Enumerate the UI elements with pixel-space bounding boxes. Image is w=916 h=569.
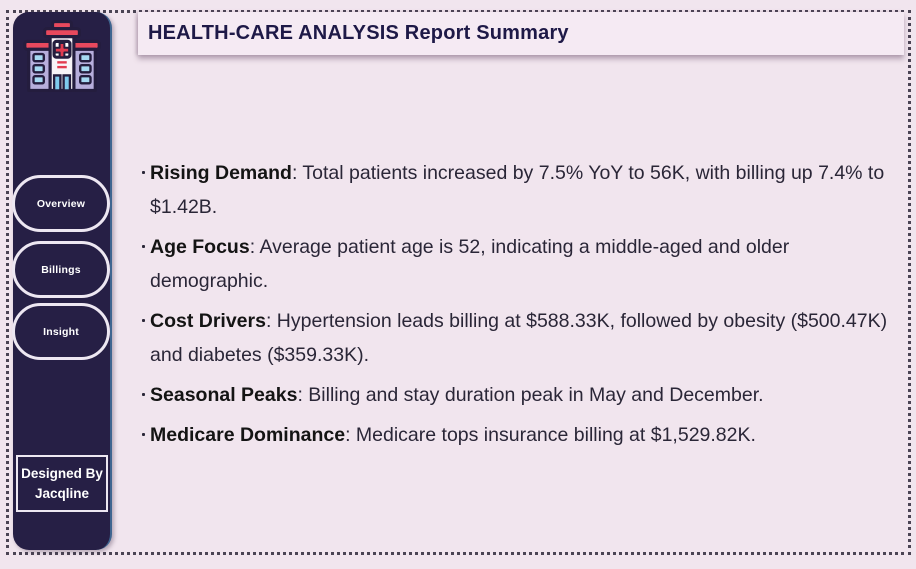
logo bbox=[13, 20, 110, 96]
summary-text: : Average patient age is 52, indicating … bbox=[150, 236, 790, 292]
summary-item-medicare-dominance: Medicare Dominance: Medicare tops insura… bbox=[142, 418, 906, 452]
summary-item-age-focus: Age Focus: Average patient age is 52, in… bbox=[142, 230, 906, 298]
summary-text: : Hypertension leads billing at $588.33K… bbox=[150, 310, 888, 366]
summary-text: : Billing and stay duration peak in May … bbox=[297, 384, 764, 406]
sidebar-item-overview[interactable]: Overview bbox=[12, 175, 110, 232]
summary-list: Rising Demand: Total patients increased … bbox=[142, 156, 906, 452]
sidebar: Overview Billings Insight Designed By Ja… bbox=[12, 12, 112, 550]
summary-item-cost-drivers: Cost Drivers: Hypertension leads billing… bbox=[142, 304, 906, 372]
sidebar-item-billings[interactable]: Billings bbox=[12, 241, 110, 298]
sidebar-item-label: Billings bbox=[41, 263, 81, 276]
sidebar-item-label: Insight bbox=[43, 325, 79, 338]
summary-term: Cost Drivers bbox=[150, 310, 266, 332]
summary-term: Rising Demand bbox=[150, 162, 292, 184]
summary-item-rising-demand: Rising Demand: Total patients increased … bbox=[142, 156, 906, 224]
designer-credit: Designed By Jacqline bbox=[16, 455, 108, 513]
summary-text: : Total patients increased by 7.5% YoY t… bbox=[150, 162, 885, 218]
page-title: HEALTH-CARE ANALYSIS Report Summary bbox=[148, 22, 569, 44]
sidebar-item-insight[interactable]: Insight bbox=[12, 303, 110, 360]
hospital-icon bbox=[22, 20, 101, 93]
header-bar: HEALTH-CARE ANALYSIS Report Summary bbox=[138, 12, 904, 55]
summary-term: Seasonal Peaks bbox=[150, 384, 298, 406]
summary-text: : Medicare tops insurance billing at $1,… bbox=[345, 424, 756, 446]
sidebar-item-label: Overview bbox=[36, 197, 86, 210]
summary-term: Medicare Dominance bbox=[150, 424, 346, 446]
summary-item-seasonal-peaks: Seasonal Peaks: Billing and stay duratio… bbox=[142, 378, 906, 412]
summary-term: Age Focus bbox=[150, 236, 250, 258]
report-summary: Rising Demand: Total patients increased … bbox=[142, 156, 906, 458]
